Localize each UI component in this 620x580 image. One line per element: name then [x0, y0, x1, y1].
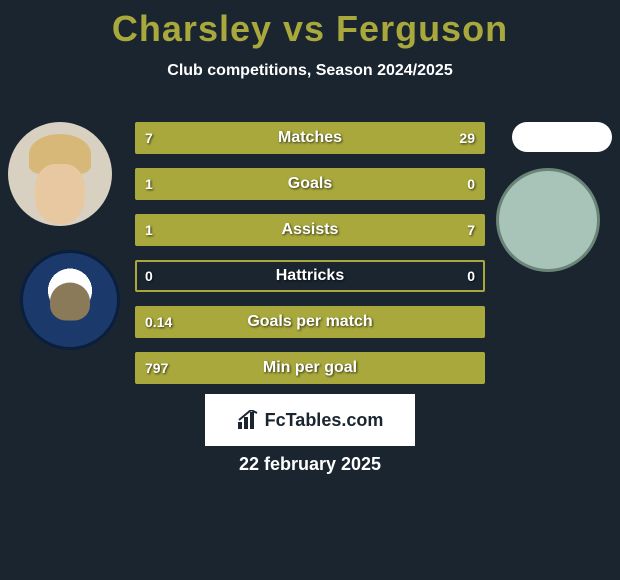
- subtitle: Club competitions, Season 2024/2025: [0, 62, 620, 80]
- chart-icon: [237, 410, 259, 430]
- stat-label: Matches: [137, 124, 483, 152]
- stat-row: 10Goals: [135, 168, 485, 200]
- club-left-badge: [20, 250, 120, 350]
- player-left-photo: [8, 122, 112, 226]
- stat-row: 00Hattricks: [135, 260, 485, 292]
- branding-badge: FcTables.com: [205, 394, 415, 446]
- stat-row: 0.14Goals per match: [135, 306, 485, 338]
- stat-label: Min per goal: [137, 354, 483, 382]
- stat-row: 17Assists: [135, 214, 485, 246]
- player-right-photo: [512, 122, 612, 152]
- stat-row: 729Matches: [135, 122, 485, 154]
- page-title: Charsley vs Ferguson: [0, 0, 620, 50]
- stats-container: 729Matches 10Goals 17Assists 00Hattricks 0.1…: [135, 122, 485, 398]
- branding-text: FcTables.com: [265, 410, 384, 431]
- club-right-badge: [496, 168, 600, 272]
- stat-label: Goals per match: [137, 308, 483, 336]
- stat-label: Hattricks: [137, 262, 483, 290]
- date-text: 22 february 2025: [0, 454, 620, 475]
- stat-row: 797Min per goal: [135, 352, 485, 384]
- stat-label: Goals: [137, 170, 483, 198]
- stat-label: Assists: [137, 216, 483, 244]
